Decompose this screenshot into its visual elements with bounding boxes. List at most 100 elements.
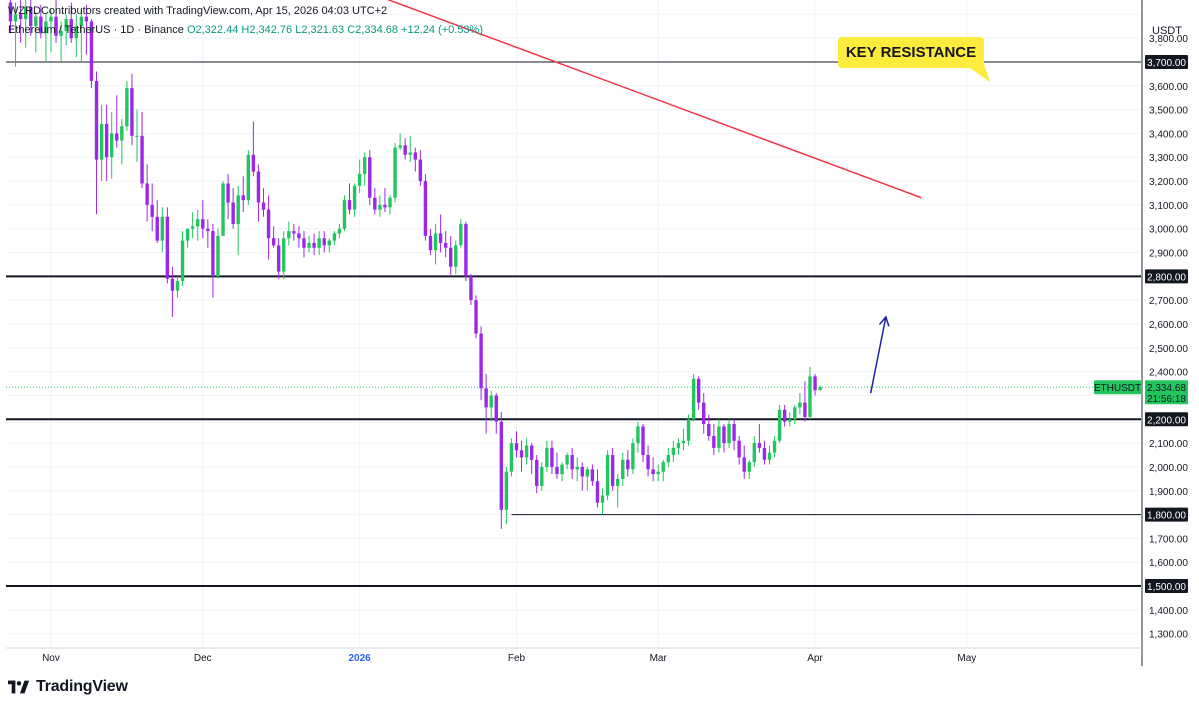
candle[interactable]: [196, 219, 200, 227]
candle[interactable]: [155, 216, 159, 241]
candle[interactable]: [691, 378, 696, 420]
candle[interactable]: [631, 443, 635, 470]
candle[interactable]: [115, 133, 119, 141]
candle[interactable]: [499, 421, 504, 510]
candle[interactable]: [383, 204, 387, 208]
candle[interactable]: [428, 235, 433, 251]
candle[interactable]: [676, 443, 681, 448]
candle[interactable]: [595, 481, 600, 503]
candle[interactable]: [555, 466, 559, 475]
candle[interactable]: [221, 183, 225, 236]
candle[interactable]: [246, 154, 251, 201]
candle[interactable]: [747, 462, 751, 472]
candle[interactable]: [782, 409, 787, 422]
candle[interactable]: [160, 216, 164, 241]
candle[interactable]: [347, 200, 352, 210]
candle[interactable]: [494, 395, 498, 422]
candle[interactable]: [276, 245, 281, 272]
candle[interactable]: [363, 157, 367, 174]
candle[interactable]: [307, 243, 311, 248]
candle[interactable]: [484, 388, 488, 408]
candle[interactable]: [813, 376, 817, 391]
candle[interactable]: [469, 276, 473, 301]
candle[interactable]: [742, 457, 746, 472]
candle[interactable]: [464, 223, 468, 277]
candle[interactable]: [317, 238, 321, 248]
candle[interactable]: [560, 464, 564, 475]
candle[interactable]: [110, 133, 114, 158]
candle[interactable]: [297, 233, 301, 239]
candle[interactable]: [256, 171, 261, 203]
candle[interactable]: [403, 145, 407, 155]
candle[interactable]: [352, 185, 357, 210]
candle[interactable]: [226, 183, 230, 203]
candle[interactable]: [661, 462, 665, 472]
candle[interactable]: [125, 88, 129, 127]
candle[interactable]: [818, 387, 822, 391]
candle[interactable]: [54, 16, 58, 36]
candle[interactable]: [489, 395, 493, 408]
candle[interactable]: [605, 455, 610, 496]
candle[interactable]: [261, 202, 266, 210]
candle[interactable]: [641, 426, 645, 456]
candle[interactable]: [292, 231, 296, 234]
candle[interactable]: [165, 216, 170, 279]
candle[interactable]: [752, 443, 757, 463]
candle[interactable]: [211, 231, 215, 277]
candle[interactable]: [393, 147, 397, 198]
candle[interactable]: [565, 455, 569, 465]
candle[interactable]: [474, 300, 478, 334]
candle[interactable]: [29, 7, 33, 27]
candle[interactable]: [368, 157, 372, 198]
candle[interactable]: [185, 228, 190, 241]
candle[interactable]: [671, 447, 676, 456]
candle[interactable]: [621, 459, 625, 479]
chevron-down-icon[interactable]: ⌄: [1157, 39, 1164, 48]
candle[interactable]: [808, 376, 812, 417]
candle[interactable]: [707, 424, 711, 436]
candle[interactable]: [130, 88, 134, 136]
resistance-trendline[interactable]: [370, 0, 922, 199]
candle[interactable]: [145, 183, 149, 205]
candle[interactable]: [600, 495, 605, 503]
candle[interactable]: [681, 440, 686, 444]
candle[interactable]: [332, 233, 337, 241]
candle[interactable]: [443, 243, 448, 248]
candle[interactable]: [89, 21, 94, 81]
candle[interactable]: [408, 152, 412, 155]
candle[interactable]: [626, 459, 630, 470]
candle[interactable]: [327, 240, 331, 246]
candle[interactable]: [767, 452, 772, 460]
candle[interactable]: [757, 443, 762, 448]
candle[interactable]: [616, 478, 620, 486]
candle[interactable]: [737, 440, 741, 458]
candle[interactable]: [762, 447, 767, 460]
candle[interactable]: [524, 445, 529, 458]
candle[interactable]: [717, 426, 721, 448]
candle[interactable]: [656, 471, 660, 475]
candle[interactable]: [84, 16, 89, 22]
candle[interactable]: [342, 200, 347, 229]
candle[interactable]: [696, 378, 701, 403]
candle[interactable]: [236, 195, 240, 224]
candle[interactable]: [570, 455, 574, 470]
candle[interactable]: [170, 278, 175, 291]
candle[interactable]: [519, 450, 524, 458]
candle[interactable]: [413, 152, 417, 160]
candle[interactable]: [803, 402, 807, 417]
candle[interactable]: [438, 233, 443, 243]
candle[interactable]: [69, 19, 73, 39]
candle[interactable]: [373, 197, 377, 210]
candle[interactable]: [651, 469, 655, 475]
candle[interactable]: [388, 197, 392, 208]
candle[interactable]: [580, 466, 584, 477]
candle[interactable]: [23, 7, 28, 20]
candle[interactable]: [702, 402, 706, 425]
bullish-arrow[interactable]: [869, 316, 887, 394]
candle[interactable]: [504, 471, 509, 510]
candle[interactable]: [666, 455, 670, 463]
candle[interactable]: [479, 333, 483, 389]
candle[interactable]: [64, 19, 68, 31]
candle[interactable]: [540, 466, 544, 486]
candle[interactable]: [509, 443, 514, 472]
